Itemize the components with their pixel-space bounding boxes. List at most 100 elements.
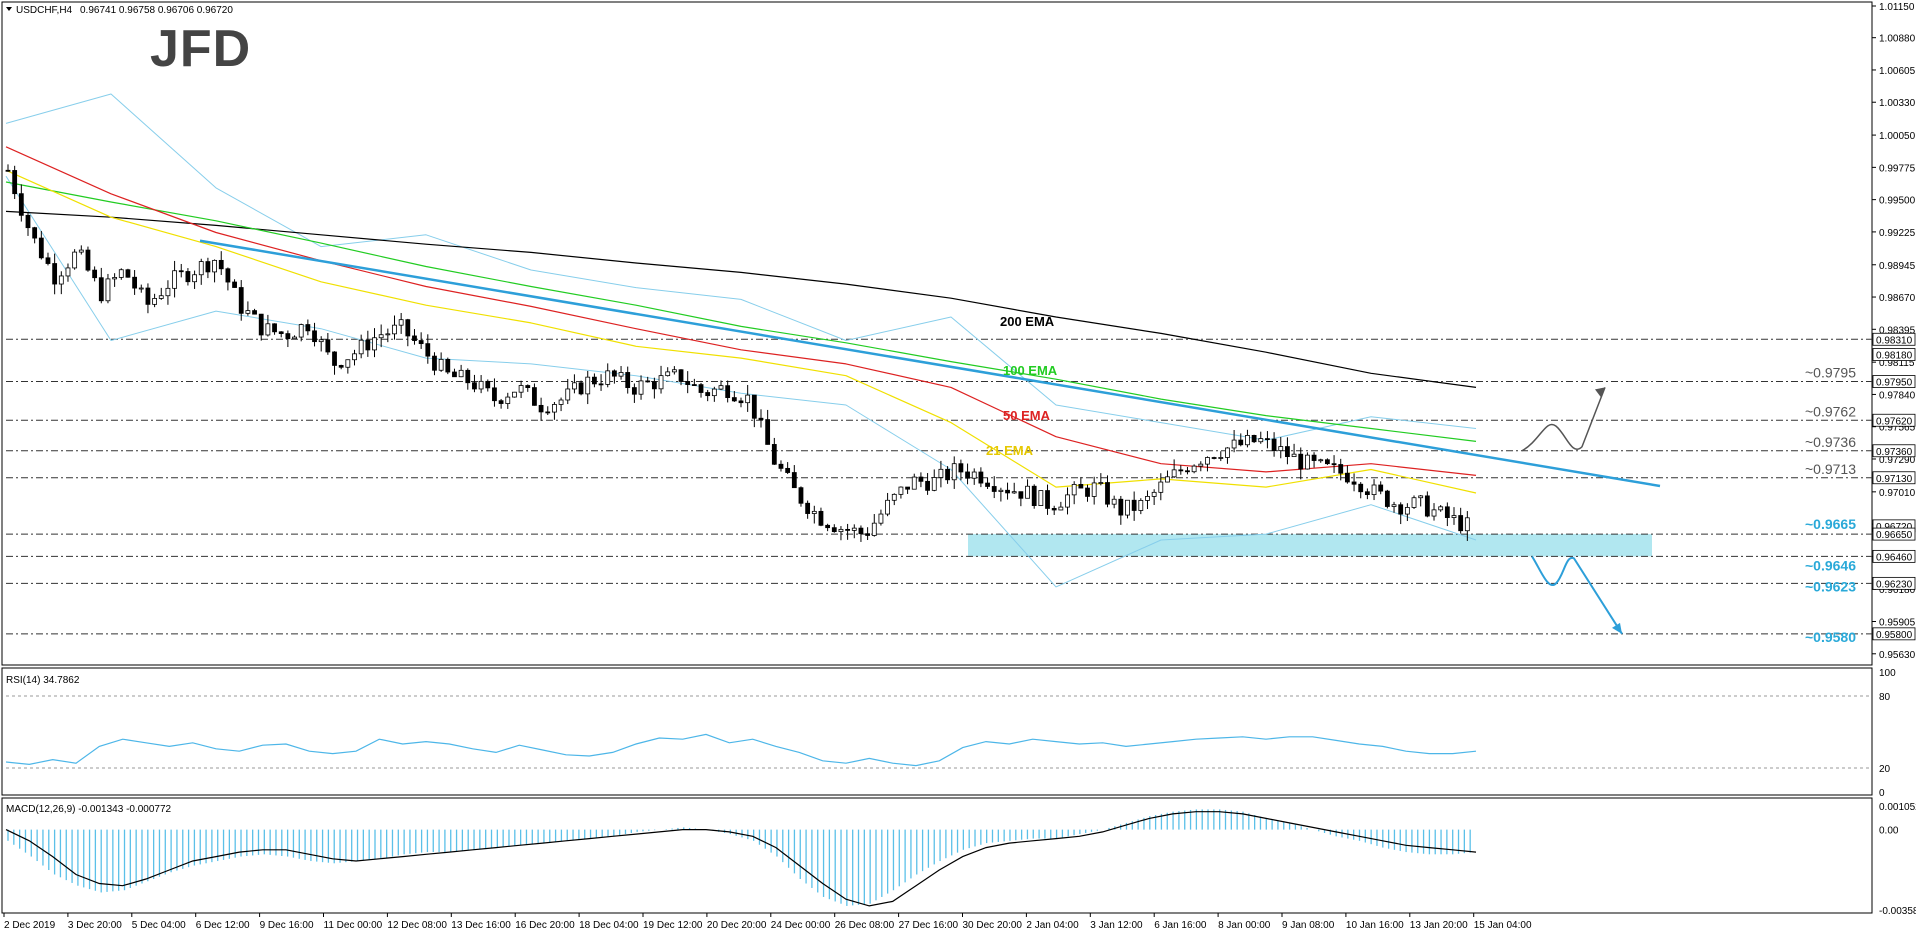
bear-candle — [1271, 438, 1277, 452]
bear-candle — [532, 387, 537, 406]
bull-candle — [1278, 446, 1284, 452]
resistance-label-3: ~0.9713 — [1805, 461, 1856, 477]
bull-candle — [398, 319, 404, 326]
bear-candle — [305, 324, 311, 332]
bull-candle — [198, 261, 204, 276]
bollinger-upper — [5, 93, 1477, 441]
bear-candle — [925, 480, 930, 491]
bull-candle — [512, 391, 517, 398]
price-tag-box — [1872, 332, 1916, 346]
bull-candle — [851, 527, 857, 531]
time-tick-label-22: 13 Jan 20:00 — [1410, 920, 1468, 931]
bull-candle — [378, 334, 384, 339]
price-tick-label-11: 0.98115 — [1879, 358, 1915, 369]
bear-candle — [731, 397, 737, 402]
bull-candle — [105, 278, 111, 302]
price-tick-label-9: 0.98670 — [1879, 293, 1916, 304]
bear-candle — [771, 444, 777, 465]
rsi-tick-label-1: 80 — [1879, 692, 1891, 703]
bull-candle — [358, 339, 364, 355]
price-tag-label-8: 0.96460 — [1876, 552, 1913, 563]
bear-candle — [185, 271, 191, 283]
price-tag-label-1: 0.98180 — [1876, 351, 1913, 362]
bull-candle — [871, 522, 877, 536]
scenario-arrows — [1521, 387, 1623, 635]
bull-candle — [878, 513, 884, 524]
bear-candle — [725, 385, 731, 398]
price-tag-box — [1872, 444, 1916, 458]
chevron-down-icon[interactable] — [6, 7, 12, 11]
bull-candle — [1111, 498, 1117, 505]
bull-candle — [898, 486, 904, 495]
bear-candle — [5, 169, 11, 172]
bull-candle — [1418, 495, 1424, 499]
bear-candle — [1398, 504, 1404, 515]
bull-candle — [1145, 496, 1150, 501]
bull-candle — [938, 468, 944, 478]
bear-candle — [918, 476, 924, 482]
support-label-0: ~0.9665 — [1805, 516, 1856, 532]
bear-candle — [778, 463, 784, 469]
bull-candle — [72, 251, 78, 269]
bear-candle — [365, 339, 371, 351]
bear-candle — [785, 467, 791, 473]
bear-candle — [751, 394, 757, 419]
bear-candle — [592, 376, 597, 385]
bullish-arrowhead-icon — [1595, 387, 1605, 398]
bear-candle — [1005, 489, 1010, 494]
macd-title: MACD(12,26,9) -0.001343 -0.000772 — [6, 804, 172, 815]
price-tick-label-19: 0.95905 — [1879, 618, 1916, 629]
bear-candle — [598, 383, 604, 386]
bull-candle — [1464, 517, 1470, 532]
price-tick-label-5: 0.99775 — [1879, 163, 1916, 174]
bull-candle — [885, 499, 890, 515]
jfd-logo: JFD — [150, 20, 251, 78]
bear-candle — [492, 387, 497, 402]
bull-candle — [1245, 435, 1250, 446]
bear-candle — [945, 468, 950, 481]
time-tick-label-9: 18 Dec 04:00 — [579, 920, 639, 931]
time-tick-label-11: 20 Dec 20:00 — [707, 920, 767, 931]
bear-candle — [312, 330, 317, 343]
bear-candle — [831, 527, 837, 533]
bear-candle — [85, 249, 91, 271]
price-tick-label-18: 0.96180 — [1879, 585, 1916, 596]
bear-candle — [1078, 484, 1084, 489]
bear-candle — [332, 351, 337, 366]
bear-candle — [1331, 463, 1337, 466]
time-tick-label-18: 6 Jan 16:00 — [1154, 920, 1207, 931]
bull-candle — [552, 404, 557, 413]
bear-candle — [805, 502, 811, 514]
bull-candle — [838, 528, 844, 533]
bull-candle — [1151, 491, 1157, 497]
bear-candle — [1458, 515, 1464, 532]
bear-candle — [238, 287, 244, 314]
bull-candle — [1225, 447, 1230, 458]
time-tick-label-13: 26 Dec 08:00 — [835, 920, 895, 931]
time-tick-label-10: 19 Dec 12:00 — [643, 920, 703, 931]
bull-candle — [1318, 459, 1324, 462]
bear-candle — [1265, 438, 1270, 440]
bull-candle — [158, 295, 164, 299]
bear-candle — [38, 237, 44, 259]
bear-candle — [798, 487, 804, 504]
ema50-line — [5, 146, 1477, 476]
bear-candle — [858, 527, 864, 535]
ema100-label: 100 EMA — [1003, 363, 1058, 378]
time-tick-label-12: 24 Dec 00:00 — [771, 920, 831, 931]
time-tick-label-8: 16 Dec 20:00 — [515, 920, 575, 931]
support-zone — [968, 534, 1652, 557]
bull-candle — [318, 339, 324, 343]
bear-candle — [1238, 439, 1244, 446]
bull-candle — [392, 324, 397, 335]
bear-candle — [325, 339, 331, 353]
bull-candle — [811, 510, 817, 514]
ema100-line — [5, 181, 1477, 442]
macd-indicator: 0.001052 0.00 -0.003581 — [5, 802, 1916, 917]
price-tag-label-4: 0.97360 — [1876, 447, 1913, 458]
price-tick-label-4: 1.00050 — [1879, 131, 1916, 142]
price-tick-label-10: 0.98395 — [1879, 325, 1916, 336]
bull-candle — [1191, 465, 1197, 473]
